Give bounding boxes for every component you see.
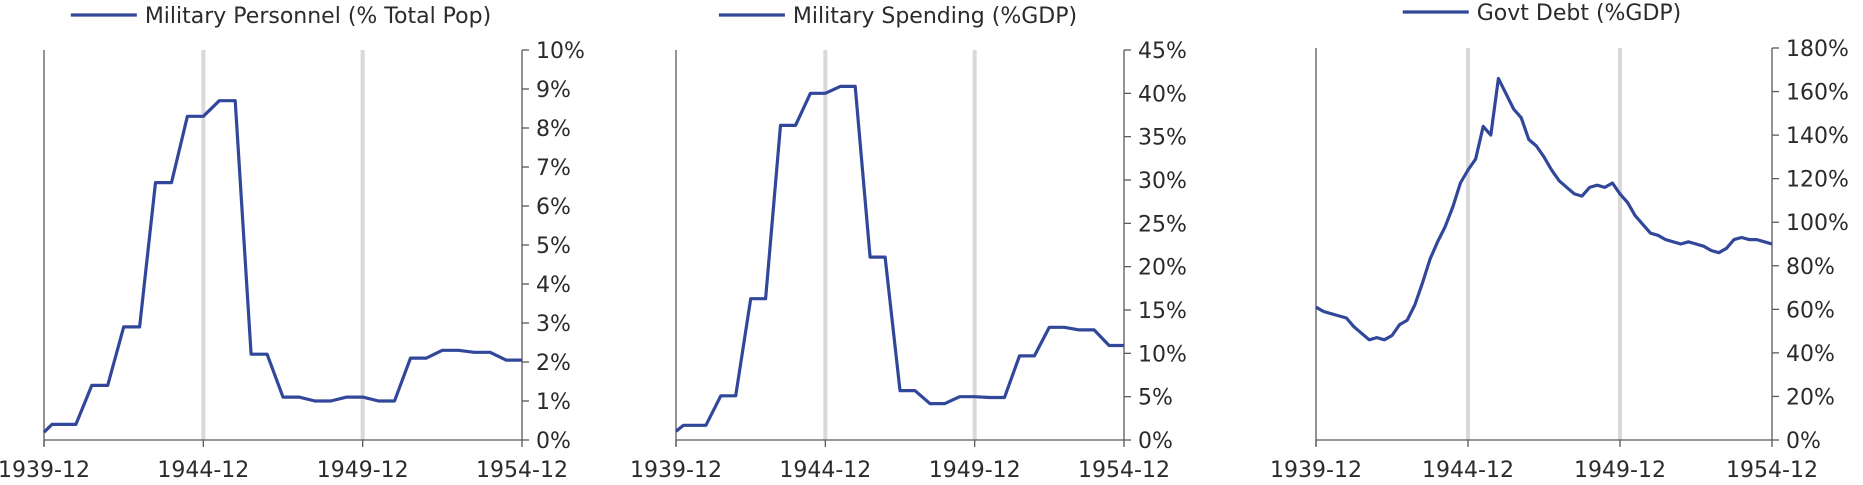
y-tick-label: 160%	[1786, 81, 1849, 106]
y-axis-labels: 0% 5% 10% 15% 20% 25% 30% 35% 40% 45%	[1138, 39, 1187, 454]
x-tick-label: 1949-12	[317, 458, 409, 483]
chart-military-spending: Military Spending (%GDP) 0% 5% 10% 15% 20% 25…	[630, 4, 1187, 483]
series-polyline	[1315, 76, 1773, 342]
x-tick-label: 1954-12	[476, 458, 568, 483]
x-tick-label: 1944-12	[157, 458, 249, 483]
chart-military-personnel: Military Personnel (% Total Pop) 0% 1% 2% 3…	[0, 4, 585, 483]
y-axis-labels: 0% 20% 40% 60% 80% 100% 120% 140% 160% 180%	[1786, 37, 1849, 454]
y-tick-label: 0%	[1138, 429, 1173, 454]
y-tick-label: 3%	[536, 312, 571, 337]
y-tick-label: 15%	[1138, 299, 1187, 324]
x-tick-label: 1949-12	[1574, 458, 1666, 483]
y-tick-label: 100%	[1786, 211, 1849, 236]
y-tick-label: 40%	[1138, 82, 1187, 107]
y-tick-label: 120%	[1786, 168, 1849, 193]
y-tick-label: 10%	[1138, 342, 1187, 367]
x-tick-label: 1939-12	[630, 458, 722, 483]
x-tick-label: 1944-12	[1422, 458, 1514, 483]
y-tick-label: 20%	[1138, 256, 1187, 281]
y-tick-label: 25%	[1138, 212, 1187, 237]
highlight-lines	[823, 50, 977, 440]
y-tick-label: 40%	[1786, 342, 1835, 367]
x-axis-labels: 1939-12 1944-12 1949-12 1954-12	[0, 458, 568, 483]
y-tick-label: 9%	[536, 78, 571, 103]
chart-govt-debt: Govt Debt (%GDP) 0% 20% 40% 60% 80% 100% 120% 1…	[1270, 1, 1849, 483]
legend-label: Military Spending (%GDP)	[793, 4, 1077, 29]
y-tick-label: 5%	[1138, 386, 1173, 411]
y-tick-label: 5%	[536, 234, 571, 259]
series-line	[1315, 76, 1773, 342]
y-tick-label: 7%	[536, 156, 571, 181]
y-tick-label: 35%	[1138, 126, 1187, 151]
plot-frame	[675, 49, 1131, 447]
y-tick-label: 0%	[536, 429, 571, 454]
y-tick-label: 4%	[536, 273, 571, 298]
legend-label: Govt Debt (%GDP)	[1477, 1, 1682, 26]
x-axis-labels: 1939-12 1944-12 1949-12 1954-12	[630, 458, 1170, 483]
y-axis-labels: 0% 1% 2% 3% 4% 5% 6% 7% 8% 9% 10%	[536, 39, 585, 454]
x-tick-label: 1944-12	[779, 458, 871, 483]
x-axis-labels: 1939-12 1944-12 1949-12 1954-12	[1270, 458, 1818, 483]
y-tick-label: 1%	[536, 390, 571, 415]
y-tick-label: 45%	[1138, 39, 1187, 64]
plot-frame	[43, 49, 529, 447]
plot-frame	[1315, 47, 1779, 447]
y-tick-label: 2%	[536, 351, 571, 376]
x-tick-label: 1954-12	[1726, 458, 1818, 483]
x-tick-label: 1939-12	[0, 458, 90, 483]
y-tick-label: 0%	[1786, 429, 1821, 454]
x-tick-label: 1954-12	[1078, 458, 1170, 483]
y-tick-label: 6%	[536, 195, 571, 220]
y-tick-label: 60%	[1786, 298, 1835, 323]
y-tick-label: 180%	[1786, 37, 1849, 62]
series-polyline	[42, 99, 522, 434]
y-tick-label: 20%	[1786, 385, 1835, 410]
x-tick-label: 1939-12	[1270, 458, 1362, 483]
highlight-lines	[1466, 48, 1622, 440]
y-tick-label: 140%	[1786, 124, 1849, 149]
legend-label: Military Personnel (% Total Pop)	[145, 4, 491, 29]
series-line	[675, 84, 1124, 433]
series-polyline	[675, 84, 1124, 433]
series-line	[42, 99, 522, 434]
highlight-lines	[201, 50, 365, 440]
y-tick-label: 80%	[1786, 255, 1835, 280]
x-tick-label: 1949-12	[929, 458, 1021, 483]
y-tick-label: 8%	[536, 117, 571, 142]
y-tick-label: 30%	[1138, 169, 1187, 194]
y-tick-label: 10%	[536, 39, 585, 64]
